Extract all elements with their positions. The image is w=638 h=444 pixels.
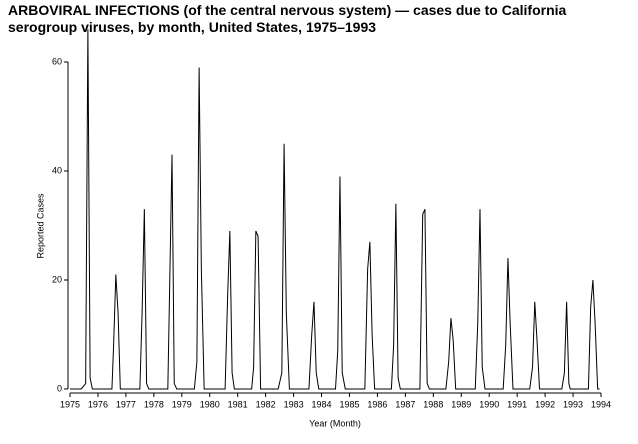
x-tick-label: 1991 — [507, 399, 527, 409]
y-tick-label: 20 — [52, 274, 62, 284]
y-tick-label: 0 — [57, 383, 62, 393]
x-tick-label: 1979 — [172, 399, 192, 409]
x-tick-label: 1986 — [367, 399, 387, 409]
x-tick-label: 1990 — [479, 399, 499, 409]
x-tick-label: 1993 — [563, 399, 583, 409]
x-tick-label: 1985 — [339, 399, 359, 409]
x-tick-label: 1984 — [312, 399, 332, 409]
x-tick-label: 1992 — [535, 399, 555, 409]
x-tick-label: 1988 — [423, 399, 443, 409]
chart-title: ARBOVIRAL INFECTIONS (of the central ner… — [8, 2, 567, 35]
x-tick-label: 1994 — [591, 399, 611, 409]
x-tick-label: 1977 — [116, 399, 136, 409]
y-axis-label: Reported Cases — [35, 193, 45, 259]
x-tick-label: 1980 — [200, 399, 220, 409]
x-tick-label: 1982 — [256, 399, 276, 409]
x-tick-label: 1976 — [88, 399, 108, 409]
x-tick-label: 1987 — [395, 399, 415, 409]
y-tick-label: 60 — [52, 56, 62, 66]
x-tick-label: 1975 — [60, 399, 80, 409]
data-line — [70, 29, 600, 390]
y-tick-label: 40 — [52, 165, 62, 175]
x-tick-label: 1989 — [451, 399, 471, 409]
x-tick-label: 1978 — [144, 399, 164, 409]
x-tick-label: 1981 — [228, 399, 248, 409]
x-tick-label: 1983 — [284, 399, 304, 409]
x-axis-label: Year (Month) — [309, 418, 361, 428]
